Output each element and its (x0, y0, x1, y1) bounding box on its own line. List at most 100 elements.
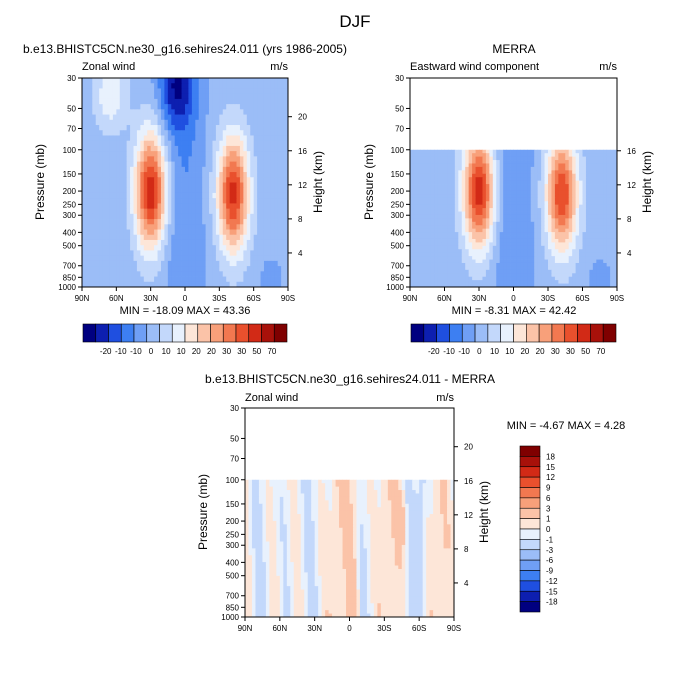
heatmap-cell (520, 283, 525, 288)
heatmap-cell (195, 109, 200, 115)
heatmap-cell (109, 229, 114, 236)
heatmap-cell (548, 211, 552, 216)
heatmap-cell (229, 239, 234, 246)
heatmap-cell (558, 201, 563, 206)
x-tick-label: 30N (143, 294, 158, 303)
heatmap-cell (544, 156, 549, 161)
heatmap-cell (233, 271, 237, 277)
heatmap-cell (222, 151, 227, 157)
heatmap-cell (572, 232, 576, 236)
heatmap-cell (267, 93, 272, 100)
heatmap-cell (140, 151, 145, 157)
heatmap-cell (468, 218, 473, 223)
heatmap-cell (267, 182, 272, 189)
heatmap-cell (150, 78, 155, 84)
heatmap-cell (499, 283, 504, 288)
heatmap-cell (82, 271, 86, 277)
heatmap-cell (496, 160, 501, 164)
heatmap-cell (565, 273, 570, 278)
heatmap-cell (454, 259, 459, 264)
heatmap-cell (167, 182, 172, 189)
heatmap-cell (537, 149, 542, 154)
heatmap-cell (178, 208, 182, 215)
heatmap-cell (250, 130, 255, 136)
heatmap-cell (212, 151, 217, 157)
heatmap-cell (482, 187, 487, 192)
heatmap-cell (109, 187, 114, 194)
heatmap-cell (485, 256, 490, 260)
heatmap-cell (233, 145, 237, 152)
heatmap-cell (274, 78, 279, 84)
heatmap-cell (164, 192, 169, 199)
heatmap-cell (427, 208, 432, 212)
heatmap-cell (95, 151, 100, 157)
heatmap-cell (613, 214, 618, 219)
heatmap-cell (479, 208, 483, 212)
heatmap-cell (489, 177, 494, 182)
heatmap-cell (219, 250, 224, 257)
heatmap-cell (520, 245, 525, 250)
heatmap-cell (143, 125, 148, 131)
heatmap-cell (434, 228, 438, 233)
heatmap-cell (430, 238, 435, 243)
heatmap-cell (188, 239, 193, 246)
heatmap-cell (416, 245, 421, 250)
heatmap-cell (530, 252, 535, 257)
heatmap-cell (420, 276, 425, 281)
heatmap-cell (250, 198, 255, 204)
heatmap-cell (479, 276, 483, 281)
heatmap-cell (185, 208, 189, 215)
heatmap-cell (413, 211, 418, 216)
heatmap-cell (188, 156, 193, 162)
heatmap-cell (544, 249, 549, 254)
heatmap-cell (465, 163, 470, 168)
heatmap-cell (284, 109, 289, 115)
heatmap-cell (599, 208, 604, 212)
heatmap-cell (205, 135, 210, 142)
heatmap-cell (465, 211, 470, 216)
heatmap-cell (140, 88, 145, 95)
heatmap-cell (527, 153, 532, 158)
heatmap-cell (496, 201, 501, 206)
heatmap-cell (246, 177, 251, 183)
heatmap-cell (485, 166, 490, 171)
heatmap-cell (579, 221, 583, 226)
heatmap-cell (565, 242, 570, 247)
heatmap-cell (257, 177, 261, 183)
heatmap-cell (215, 219, 220, 225)
heatmap-cell (468, 262, 473, 267)
heatmap-cell (523, 208, 528, 212)
heatmap-cell (233, 250, 237, 257)
heatmap-cell (226, 260, 231, 267)
heatmap-cell (246, 93, 251, 100)
heatmap-cell (596, 160, 601, 164)
heatmap-cell (88, 182, 93, 189)
heatmap-cell (277, 78, 282, 84)
heatmap-cell (171, 276, 176, 283)
heatmap-cell (150, 260, 155, 267)
heatmap-cell (270, 276, 275, 283)
heatmap-cell (551, 190, 556, 195)
heatmap-cell (143, 156, 148, 162)
heatmap-cell (568, 273, 573, 278)
heatmap-cell (174, 145, 179, 152)
heatmap-cell (513, 259, 518, 264)
heatmap-cell (167, 166, 172, 173)
heatmap-cell (281, 266, 285, 272)
heatmap-cell (544, 273, 549, 278)
heatmap-cell (112, 119, 117, 126)
heatmap-cell (447, 187, 452, 192)
heatmap-cell (82, 130, 86, 136)
heatmap-cell (558, 153, 563, 158)
heatmap-cell (209, 208, 213, 215)
heatmap-cell (482, 266, 487, 271)
heatmap-cell (233, 98, 237, 105)
heatmap-cell (154, 177, 158, 183)
heatmap-cell (551, 177, 556, 182)
heatmap-cell (603, 269, 608, 274)
heatmap-cell (212, 166, 217, 173)
heatmap-cell (482, 242, 487, 247)
heatmap-cell (209, 166, 213, 173)
heatmap-cell (130, 192, 134, 199)
heatmap-cell (589, 160, 594, 164)
